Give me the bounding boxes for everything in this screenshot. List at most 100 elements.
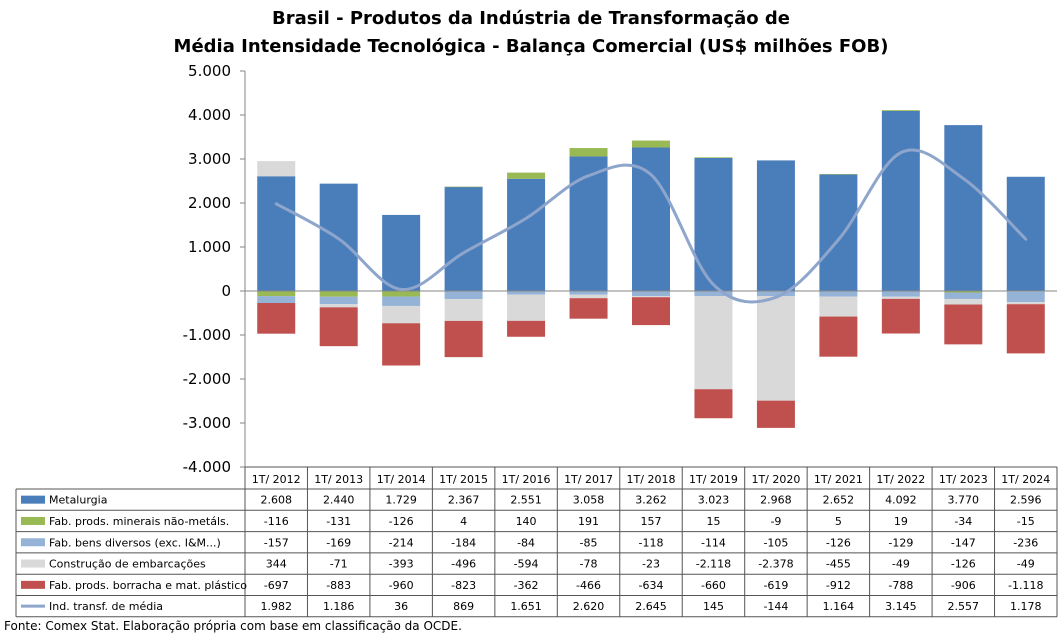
data-label: -788 xyxy=(888,579,913,592)
bar-segment xyxy=(632,147,670,291)
bar-segment xyxy=(881,298,920,334)
data-label: 2.440 xyxy=(323,494,355,507)
data-label: -34 xyxy=(954,515,972,528)
line-point xyxy=(1024,238,1027,241)
data-label: -144 xyxy=(763,600,788,613)
data-label: -214 xyxy=(389,536,414,549)
data-label: -85 xyxy=(580,536,598,549)
line-point xyxy=(462,251,465,254)
data-label: -147 xyxy=(951,536,976,549)
bar-segment xyxy=(881,296,920,299)
bar-segment xyxy=(569,298,608,319)
bar-segment xyxy=(382,214,421,291)
data-label: 36 xyxy=(394,600,408,613)
line-point xyxy=(337,237,340,240)
x-category-label: 1T/ 2012 xyxy=(252,473,301,486)
data-label: -71 xyxy=(330,558,348,571)
data-label: 2.608 xyxy=(260,494,292,507)
bar-segment xyxy=(569,148,608,157)
bar-segment xyxy=(444,299,483,321)
data-label: 3.145 xyxy=(885,600,917,613)
line-point xyxy=(899,151,902,154)
bar-segment xyxy=(444,186,483,188)
data-label: 3.770 xyxy=(948,494,980,507)
line-point xyxy=(275,202,278,205)
bar-segment xyxy=(507,172,546,179)
data-label: -1.118 xyxy=(1008,579,1043,592)
data-label: -157 xyxy=(264,536,289,549)
data-label: 2.551 xyxy=(510,494,542,507)
data-label: -697 xyxy=(264,579,289,592)
bar-segment xyxy=(756,160,795,291)
y-tick-label: -2.000 xyxy=(183,370,231,388)
source-note: Fonte: Comex Stat. Elaboração própria co… xyxy=(4,619,462,633)
data-label: 1.729 xyxy=(385,494,417,507)
bar-segment xyxy=(444,186,483,291)
bar-segment xyxy=(1006,176,1045,291)
bar-segment xyxy=(382,296,421,306)
x-category-label: 1T/ 2020 xyxy=(751,473,800,486)
data-label: -594 xyxy=(514,558,539,571)
data-label: -118 xyxy=(639,536,664,549)
data-label: 869 xyxy=(453,600,474,613)
bar-segment xyxy=(1006,302,1045,305)
x-category-label: 1T/ 2024 xyxy=(1001,473,1050,486)
legend-label: Metalurgia xyxy=(49,494,107,507)
data-label: -823 xyxy=(451,579,476,592)
data-label: -236 xyxy=(1013,536,1038,549)
bar-segment xyxy=(694,389,733,419)
bar-segment xyxy=(1006,291,1045,303)
bar-segment xyxy=(694,291,733,297)
legend-swatch xyxy=(21,580,45,589)
bar-segment xyxy=(507,291,546,295)
data-label: 2.367 xyxy=(448,494,480,507)
bar-segment xyxy=(694,157,733,158)
bar-segment xyxy=(319,307,358,347)
bar-segment xyxy=(507,320,546,337)
series-line-ind-transf xyxy=(274,148,1028,304)
line-point xyxy=(837,238,840,241)
bar-segment xyxy=(569,156,608,291)
data-label: -393 xyxy=(389,558,414,571)
data-label: -84 xyxy=(517,536,535,549)
chart-title: Brasil - Produtos da Indústria de Transf… xyxy=(272,8,790,29)
bar-segment xyxy=(569,291,608,295)
y-tick-label: 5.000 xyxy=(188,62,231,80)
legend-swatch xyxy=(21,559,45,568)
data-label: -49 xyxy=(1017,558,1035,571)
bar-segment xyxy=(819,174,858,175)
bar-segment xyxy=(319,304,358,308)
data-label: -78 xyxy=(580,558,598,571)
bar-segment xyxy=(819,291,858,297)
data-label: 3.023 xyxy=(698,494,730,507)
data-label: 2.968 xyxy=(760,494,792,507)
y-tick-label: 1.000 xyxy=(188,238,231,256)
data-label: 1.164 xyxy=(823,600,855,613)
legend-label: Construção de embarcações xyxy=(49,558,206,571)
data-label: 140 xyxy=(516,515,537,528)
line-point xyxy=(712,283,715,286)
line-point xyxy=(525,217,528,220)
line-point xyxy=(650,173,653,176)
legend-swatch xyxy=(21,495,45,504)
data-label: 4.092 xyxy=(885,494,917,507)
bar-segment xyxy=(632,140,670,148)
bar-segment xyxy=(444,320,483,358)
bar-segment xyxy=(944,304,983,345)
bar-segment xyxy=(881,110,920,111)
data-label: 145 xyxy=(703,600,724,613)
data-label: -116 xyxy=(264,515,289,528)
data-label: 1.651 xyxy=(510,600,542,613)
bar-segment xyxy=(507,294,546,321)
data-label: -883 xyxy=(326,579,351,592)
data-label: -960 xyxy=(389,579,414,592)
data-label: 3.058 xyxy=(573,494,605,507)
data-label: -114 xyxy=(701,536,726,549)
bar-segment xyxy=(944,291,983,293)
y-tick-label: -4.000 xyxy=(183,458,231,476)
data-label: 2.596 xyxy=(1010,494,1042,507)
data-label: -660 xyxy=(701,579,726,592)
data-label: -496 xyxy=(451,558,476,571)
bar-segment xyxy=(819,174,858,291)
x-category-label: 1T/ 2018 xyxy=(627,473,676,486)
